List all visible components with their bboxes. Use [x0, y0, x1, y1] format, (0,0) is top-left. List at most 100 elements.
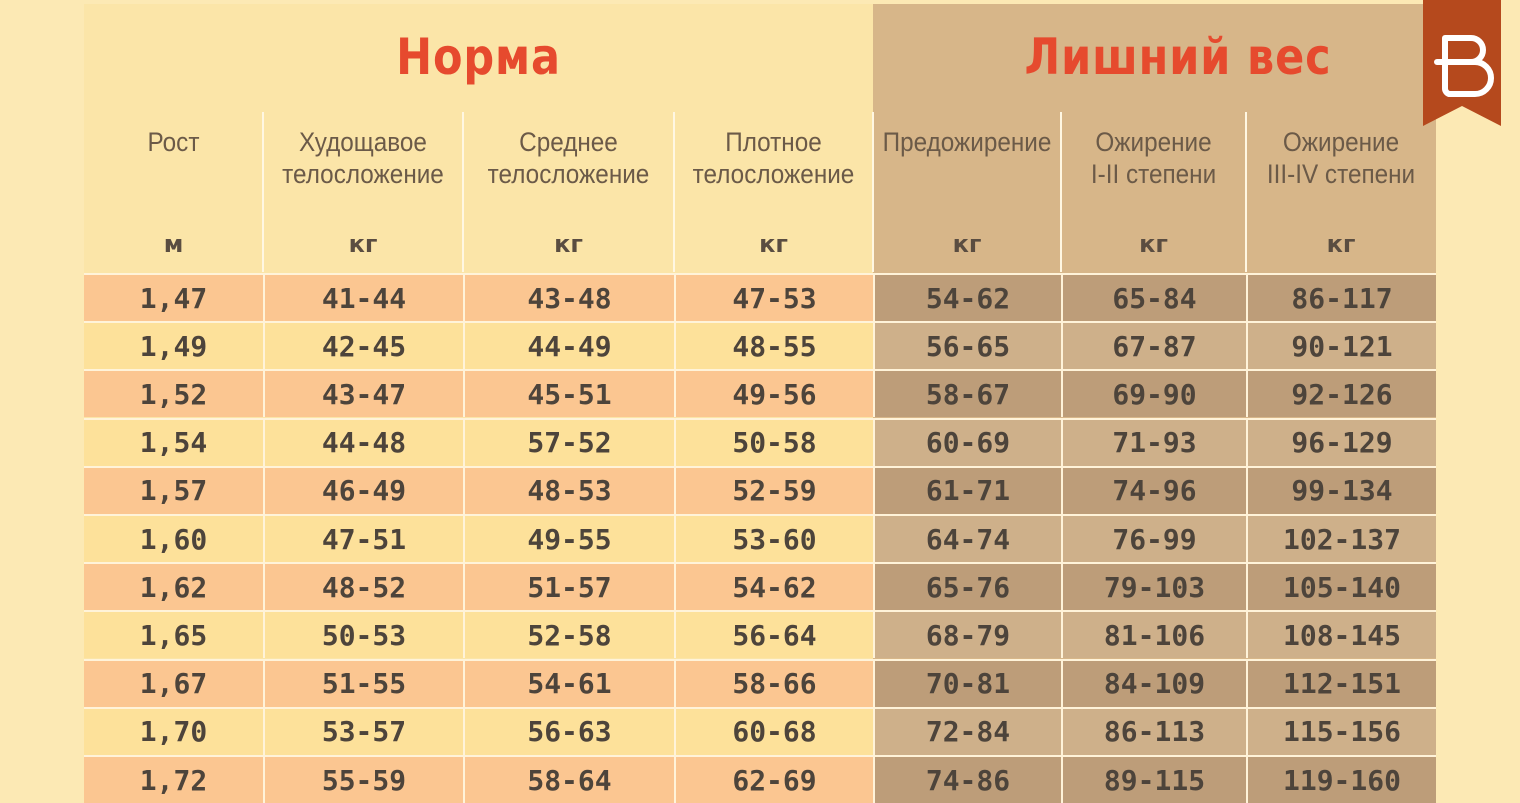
cell-slim-build: 42-45 [263, 323, 463, 370]
table-row: 1,54 44-48 57-52 50-58 60-69 71-93 96-129 [84, 417, 1436, 466]
column-divider [673, 112, 675, 272]
header-unit: м [163, 230, 184, 258]
overweight-title: Лишний вес [1024, 28, 1332, 86]
brand-logo-icon[interactable] [1423, 0, 1501, 126]
table-row: 1,70 53-57 56-63 60-68 72-84 86-113 115-156 [84, 706, 1436, 755]
table-row: 1,57 46-49 48-53 52-59 61-71 74-96 99-134 [84, 465, 1436, 514]
cell-dense-build: 53-60 [674, 516, 873, 562]
cell-obesity-3-4: 99-134 [1246, 467, 1436, 514]
cell-height: 1,49 [84, 323, 263, 370]
table-row: 1,60 47-51 49-55 53-60 64-74 76-99 102-137 [84, 514, 1436, 562]
cell-slim-build: 48-52 [263, 564, 463, 611]
cell-pre-obesity: 61-71 [873, 467, 1061, 514]
cell-slim-build: 53-57 [263, 708, 463, 755]
header-label: Рост [93, 126, 254, 158]
cell-average-build: 45-51 [463, 371, 674, 418]
cell-average-build: 58-64 [463, 757, 674, 803]
header-slim-build: Худощавое телосложение кг [263, 112, 463, 272]
cell-height: 1,67 [84, 660, 263, 707]
table-row: 1,52 43-47 45-51 49-56 58-67 69-90 92-126 [84, 369, 1436, 418]
cell-obesity-3-4: 119-160 [1246, 757, 1436, 803]
table-row: 1,72 55-59 58-64 62-69 74-86 89-115 119-160 [84, 755, 1436, 803]
cell-height: 1,52 [84, 371, 263, 418]
cell-average-build: 51-57 [463, 564, 674, 611]
cell-height: 1,57 [84, 467, 263, 514]
cell-slim-build: 50-53 [263, 612, 463, 659]
header-unit: кг [759, 230, 788, 258]
cell-obesity-3-4: 86-117 [1246, 275, 1436, 321]
cell-height: 1,65 [84, 612, 263, 659]
cell-pre-obesity: 54-62 [873, 275, 1061, 321]
cell-height: 1,72 [84, 757, 263, 803]
cell-average-build: 43-48 [463, 275, 674, 321]
cell-pre-obesity: 64-74 [873, 516, 1061, 562]
header-unit: кг [1326, 230, 1356, 258]
header-unit: кг [1139, 230, 1168, 258]
cell-height: 1,60 [84, 516, 263, 562]
weight-table: Норма Лишний вес Рост м Худощавое телосложе… [84, 4, 1436, 803]
cell-obesity-3-4: 102-137 [1246, 516, 1436, 562]
cell-obesity-1-2: 76-99 [1061, 516, 1246, 562]
cell-obesity-3-4: 115-156 [1246, 708, 1436, 755]
cell-obesity-1-2: 74-96 [1061, 467, 1246, 514]
header-label-line2: телосложение [282, 159, 444, 189]
cell-slim-build: 44-48 [263, 419, 463, 466]
cell-height: 1,54 [84, 419, 263, 466]
header-label-line1: Ожирение [1095, 127, 1212, 157]
cell-average-build: 48-53 [463, 467, 674, 514]
cell-obesity-1-2: 71-93 [1061, 419, 1246, 466]
cell-slim-build: 47-51 [263, 516, 463, 562]
cell-height: 1,62 [84, 564, 263, 611]
cell-average-build: 44-49 [463, 323, 674, 370]
cell-average-build: 57-52 [463, 419, 674, 466]
header-average-build: Среднее телосложение кг [463, 112, 674, 272]
cell-pre-obesity: 72-84 [873, 708, 1061, 755]
cell-obesity-1-2: 86-113 [1061, 708, 1246, 755]
table-row: 1,62 48-52 51-57 54-62 65-76 79-103 105-140 [84, 562, 1436, 611]
cell-obesity-3-4: 105-140 [1246, 564, 1436, 611]
cell-dense-build: 54-62 [674, 564, 873, 611]
header-label: Плотное телосложение [684, 126, 863, 190]
cell-dense-build: 56-64 [674, 612, 873, 659]
header-label-line1: Плотное [725, 127, 822, 157]
cell-average-build: 52-58 [463, 612, 674, 659]
header-label: Ожирение III-IV степени [1256, 126, 1427, 190]
table-row: 1,65 50-53 52-58 56-64 68-79 81-106 108-145 [84, 610, 1436, 659]
header-label: Ожирение I-II степени [1070, 126, 1237, 190]
cell-obesity-1-2: 89-115 [1061, 757, 1246, 803]
cell-dense-build: 50-58 [674, 419, 873, 466]
cell-dense-build: 52-59 [674, 467, 873, 514]
header-label-line1: Ожирение [1282, 127, 1400, 157]
norm-title: Норма [396, 28, 561, 86]
header-label: Среднее телосложение [474, 126, 664, 190]
cell-obesity-1-2: 84-109 [1061, 660, 1246, 707]
cell-obesity-1-2: 79-103 [1061, 564, 1246, 611]
cell-height: 1,47 [84, 275, 263, 321]
header-label-line2: III-IV степени [1266, 159, 1416, 189]
logo-letter [1434, 35, 1494, 97]
cell-obesity-1-2: 67-87 [1061, 323, 1246, 370]
column-divider [1060, 112, 1062, 272]
cell-dense-build: 58-66 [674, 660, 873, 707]
cell-pre-obesity: 65-76 [873, 564, 1061, 611]
cell-dense-build: 62-69 [674, 757, 873, 803]
column-divider [262, 112, 264, 272]
header-label-line1: Среднее [519, 127, 618, 157]
cell-pre-obesity: 56-65 [873, 323, 1061, 370]
cell-obesity-3-4: 90-121 [1246, 323, 1436, 370]
header-label: Худощавое телосложение [273, 126, 453, 190]
table-row: 1,67 51-55 54-61 58-66 70-81 84-109 112-151 [84, 658, 1436, 707]
cell-dense-build: 47-53 [674, 275, 873, 321]
cell-average-build: 49-55 [463, 516, 674, 562]
header-dense-build: Плотное телосложение кг [674, 112, 873, 272]
cell-slim-build: 41-44 [263, 275, 463, 321]
table-row: 1,47 41-44 43-48 47-53 54-62 65-84 86-117 [84, 273, 1436, 321]
cell-average-build: 56-63 [463, 708, 674, 755]
cell-obesity-3-4: 92-126 [1246, 371, 1436, 418]
cell-pre-obesity: 68-79 [873, 612, 1061, 659]
header-unit: кг [554, 230, 583, 258]
column-divider [1245, 112, 1247, 272]
header-unit: кг [952, 230, 982, 258]
header-label-line2: телосложение [487, 159, 650, 189]
header-unit: кг [348, 230, 378, 258]
